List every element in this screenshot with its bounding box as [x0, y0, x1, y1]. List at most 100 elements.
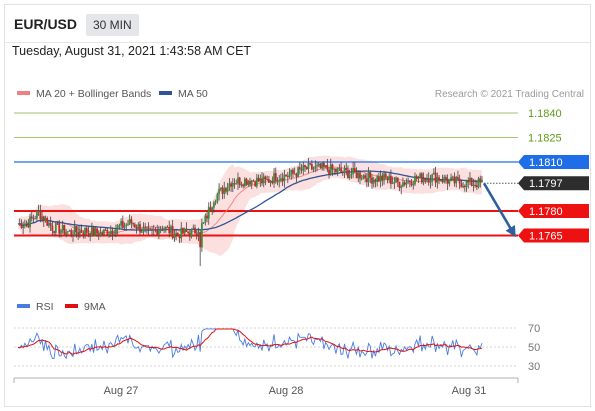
- bollinger-band-area: [18, 155, 482, 256]
- candle-body: [300, 169, 303, 171]
- candle-body: [109, 230, 112, 234]
- candle-body: [283, 174, 286, 182]
- legend-label-1: MA 50: [178, 88, 208, 100]
- candle-body: [30, 216, 33, 219]
- candle-body: [336, 168, 339, 173]
- candle-body: [329, 164, 332, 175]
- candle-body: [113, 234, 116, 236]
- level-label-1.1797: 1.1797: [529, 178, 563, 190]
- candle-body: [422, 178, 425, 183]
- candle-body: [379, 175, 382, 182]
- candle-body: [355, 172, 358, 179]
- candle-body: [266, 179, 269, 181]
- candle-body: [235, 183, 238, 185]
- candle-body: [171, 226, 174, 238]
- candle-body: [249, 181, 251, 185]
- candle-body: [168, 227, 171, 234]
- candle-body: [376, 176, 379, 182]
- candle-body: [103, 229, 105, 235]
- candle-body: [63, 225, 66, 235]
- candle-body: [140, 231, 143, 233]
- candle-body: [53, 231, 55, 233]
- candle-body: [225, 188, 227, 192]
- timeframe-badge[interactable]: 30 MIN: [86, 14, 139, 36]
- candle-body: [362, 175, 365, 179]
- candle-body: [448, 179, 451, 184]
- candle-body: [56, 223, 59, 225]
- candle-body: [335, 168, 337, 173]
- candle-body: [467, 180, 470, 183]
- candle-body: [20, 223, 23, 228]
- candle-body: [403, 182, 406, 185]
- candle-body: [438, 177, 440, 181]
- candle-body: [149, 228, 152, 230]
- candle-body: [388, 175, 391, 181]
- candle-body: [274, 173, 277, 182]
- x-tick-label-1: Aug 28: [269, 385, 304, 397]
- projection-arrow: [482, 182, 516, 238]
- candle-body: [367, 171, 370, 183]
- candle-body: [412, 184, 415, 186]
- candle-body: [280, 178, 282, 180]
- candle-body: [77, 232, 80, 235]
- candle-body: [247, 181, 250, 185]
- support-resistance-levels: [14, 112, 518, 237]
- candle-body: [137, 224, 140, 229]
- candle-body: [120, 221, 123, 226]
- candle-body: [312, 168, 315, 170]
- candle-body: [273, 173, 275, 184]
- candle-body: [393, 182, 396, 184]
- candle-body: [170, 226, 172, 234]
- candle-body: [121, 221, 124, 228]
- candle-body: [90, 227, 93, 237]
- candle-body: [431, 174, 434, 182]
- candle-body: [85, 227, 88, 233]
- candle-body: [348, 174, 351, 179]
- candle-body: [49, 222, 52, 226]
- candle-body: [439, 180, 442, 182]
- candle-body: [206, 215, 208, 219]
- candle-body: [429, 181, 432, 183]
- candle-body: [264, 176, 267, 180]
- candle-body: [65, 232, 68, 235]
- candle-body: [314, 166, 317, 169]
- rsi-legend: RSI 9MA: [17, 301, 106, 313]
- level-tag-1.1765: [518, 228, 589, 243]
- candle-body: [106, 230, 109, 236]
- candle-body: [350, 173, 353, 175]
- candle-body: [481, 179, 483, 182]
- candle-body: [192, 227, 195, 230]
- candle-body: [276, 181, 279, 183]
- candle-body: [384, 173, 387, 178]
- candle-body: [84, 227, 86, 235]
- chart-datetime: Tuesday, August 31, 2021 1:43:58 AM CET: [12, 44, 252, 58]
- candle-body: [446, 180, 449, 184]
- candle-body: [333, 168, 336, 170]
- candle-body: [357, 172, 360, 179]
- candle-body: [371, 177, 373, 184]
- rsi-tick-50: 50: [528, 342, 540, 354]
- candle-body: [278, 179, 281, 182]
- candle-body: [199, 232, 202, 248]
- candle-body: [322, 162, 325, 167]
- candle-body: [44, 218, 47, 222]
- candle-body: [240, 184, 243, 186]
- candle-body: [166, 226, 169, 228]
- candle-body: [32, 218, 35, 220]
- candle-body: [321, 162, 324, 169]
- candle-body: [472, 184, 475, 186]
- candle-body: [288, 174, 291, 177]
- x-tick-label-0: Aug 27: [104, 385, 139, 397]
- candle-body: [223, 188, 226, 194]
- rsi-ma-line: [17, 328, 483, 356]
- candle-body: [364, 175, 367, 179]
- candle-body: [78, 230, 81, 235]
- candle-body: [115, 229, 117, 235]
- projection-arrow-line: [482, 182, 516, 238]
- legend-label-0: MA 20 + Bollinger Bands: [36, 88, 151, 100]
- candle-body: [237, 177, 239, 184]
- candle-body: [434, 172, 437, 183]
- candle-body: [245, 178, 248, 185]
- candle-body: [238, 177, 241, 185]
